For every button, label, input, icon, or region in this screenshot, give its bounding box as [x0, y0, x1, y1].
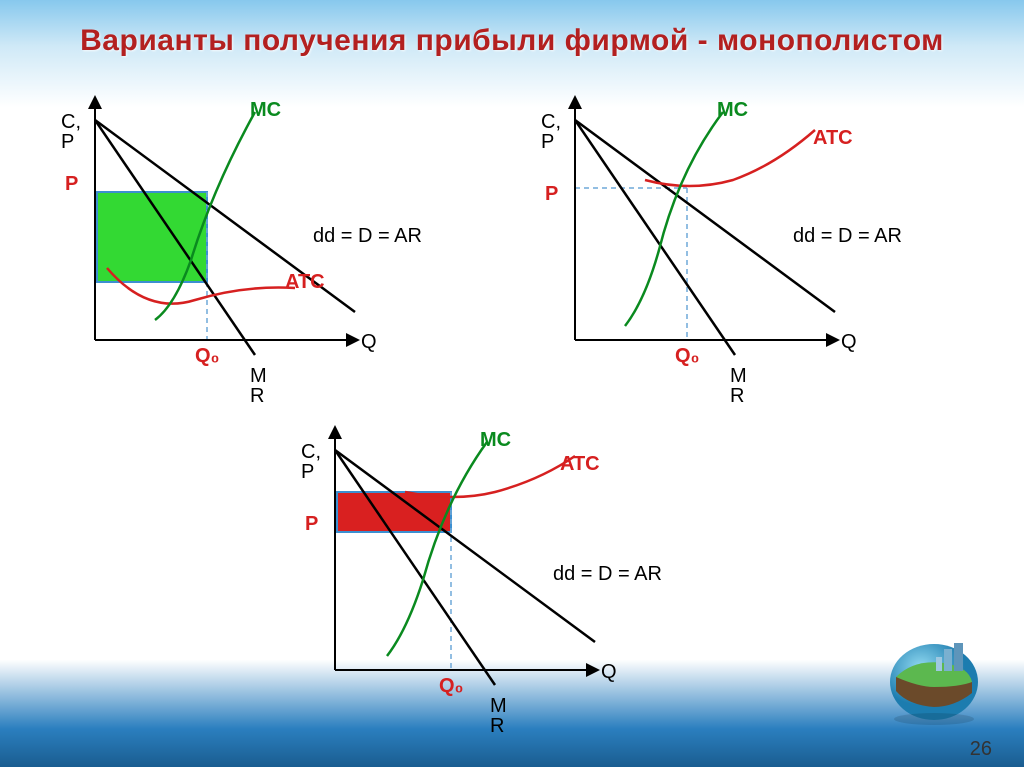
atc-curve	[645, 130, 815, 186]
atc-curve	[405, 456, 575, 497]
mc-label: MC	[717, 99, 748, 121]
dd-label: dd = D = AR	[793, 225, 902, 247]
y-axis-label: C,P	[301, 441, 321, 483]
y-axis-label: C,P	[541, 111, 561, 153]
mc-label: MC	[250, 99, 281, 121]
y-axis-label: C,P	[61, 111, 81, 153]
demand-curve	[575, 120, 835, 312]
chart-g3: C,P Q P Q₀ MR MC ATC dd = D = AR	[300, 430, 730, 750]
atc-label: ATC	[285, 271, 325, 293]
page-number: 26	[970, 738, 992, 761]
p-label: P	[305, 513, 318, 535]
mr-curve	[335, 450, 495, 685]
q0-label: Q₀	[675, 345, 700, 367]
decorative-globe-icon	[874, 627, 994, 727]
mr-curve	[575, 120, 735, 355]
mr-label: MR	[730, 365, 747, 407]
profit-rect	[337, 492, 451, 532]
chart-g1: C,P Q P Q₀ MR MC ATC dd = D = AR	[60, 100, 490, 420]
p-label: P	[65, 173, 78, 195]
atc-label: ATC	[560, 453, 600, 475]
mc-label: MC	[480, 429, 511, 451]
mr-label: MR	[250, 365, 267, 407]
mr-label: MR	[490, 695, 507, 737]
x-axis-label: Q	[361, 331, 377, 353]
q0-label: Q₀	[195, 345, 220, 367]
atc-label: ATC	[813, 127, 853, 149]
chart-g2: C,P Q P Q₀ MR MC ATC dd = D = AR	[540, 100, 970, 420]
slide-title: Варианты получения прибыли фирмой - моно…	[0, 24, 1024, 58]
x-axis-label: Q	[601, 661, 617, 683]
q0-label: Q₀	[439, 675, 464, 697]
p-label: P	[545, 183, 558, 205]
x-axis-label: Q	[841, 331, 857, 353]
dd-label: dd = D = AR	[553, 563, 662, 585]
dd-label: dd = D = AR	[313, 225, 422, 247]
